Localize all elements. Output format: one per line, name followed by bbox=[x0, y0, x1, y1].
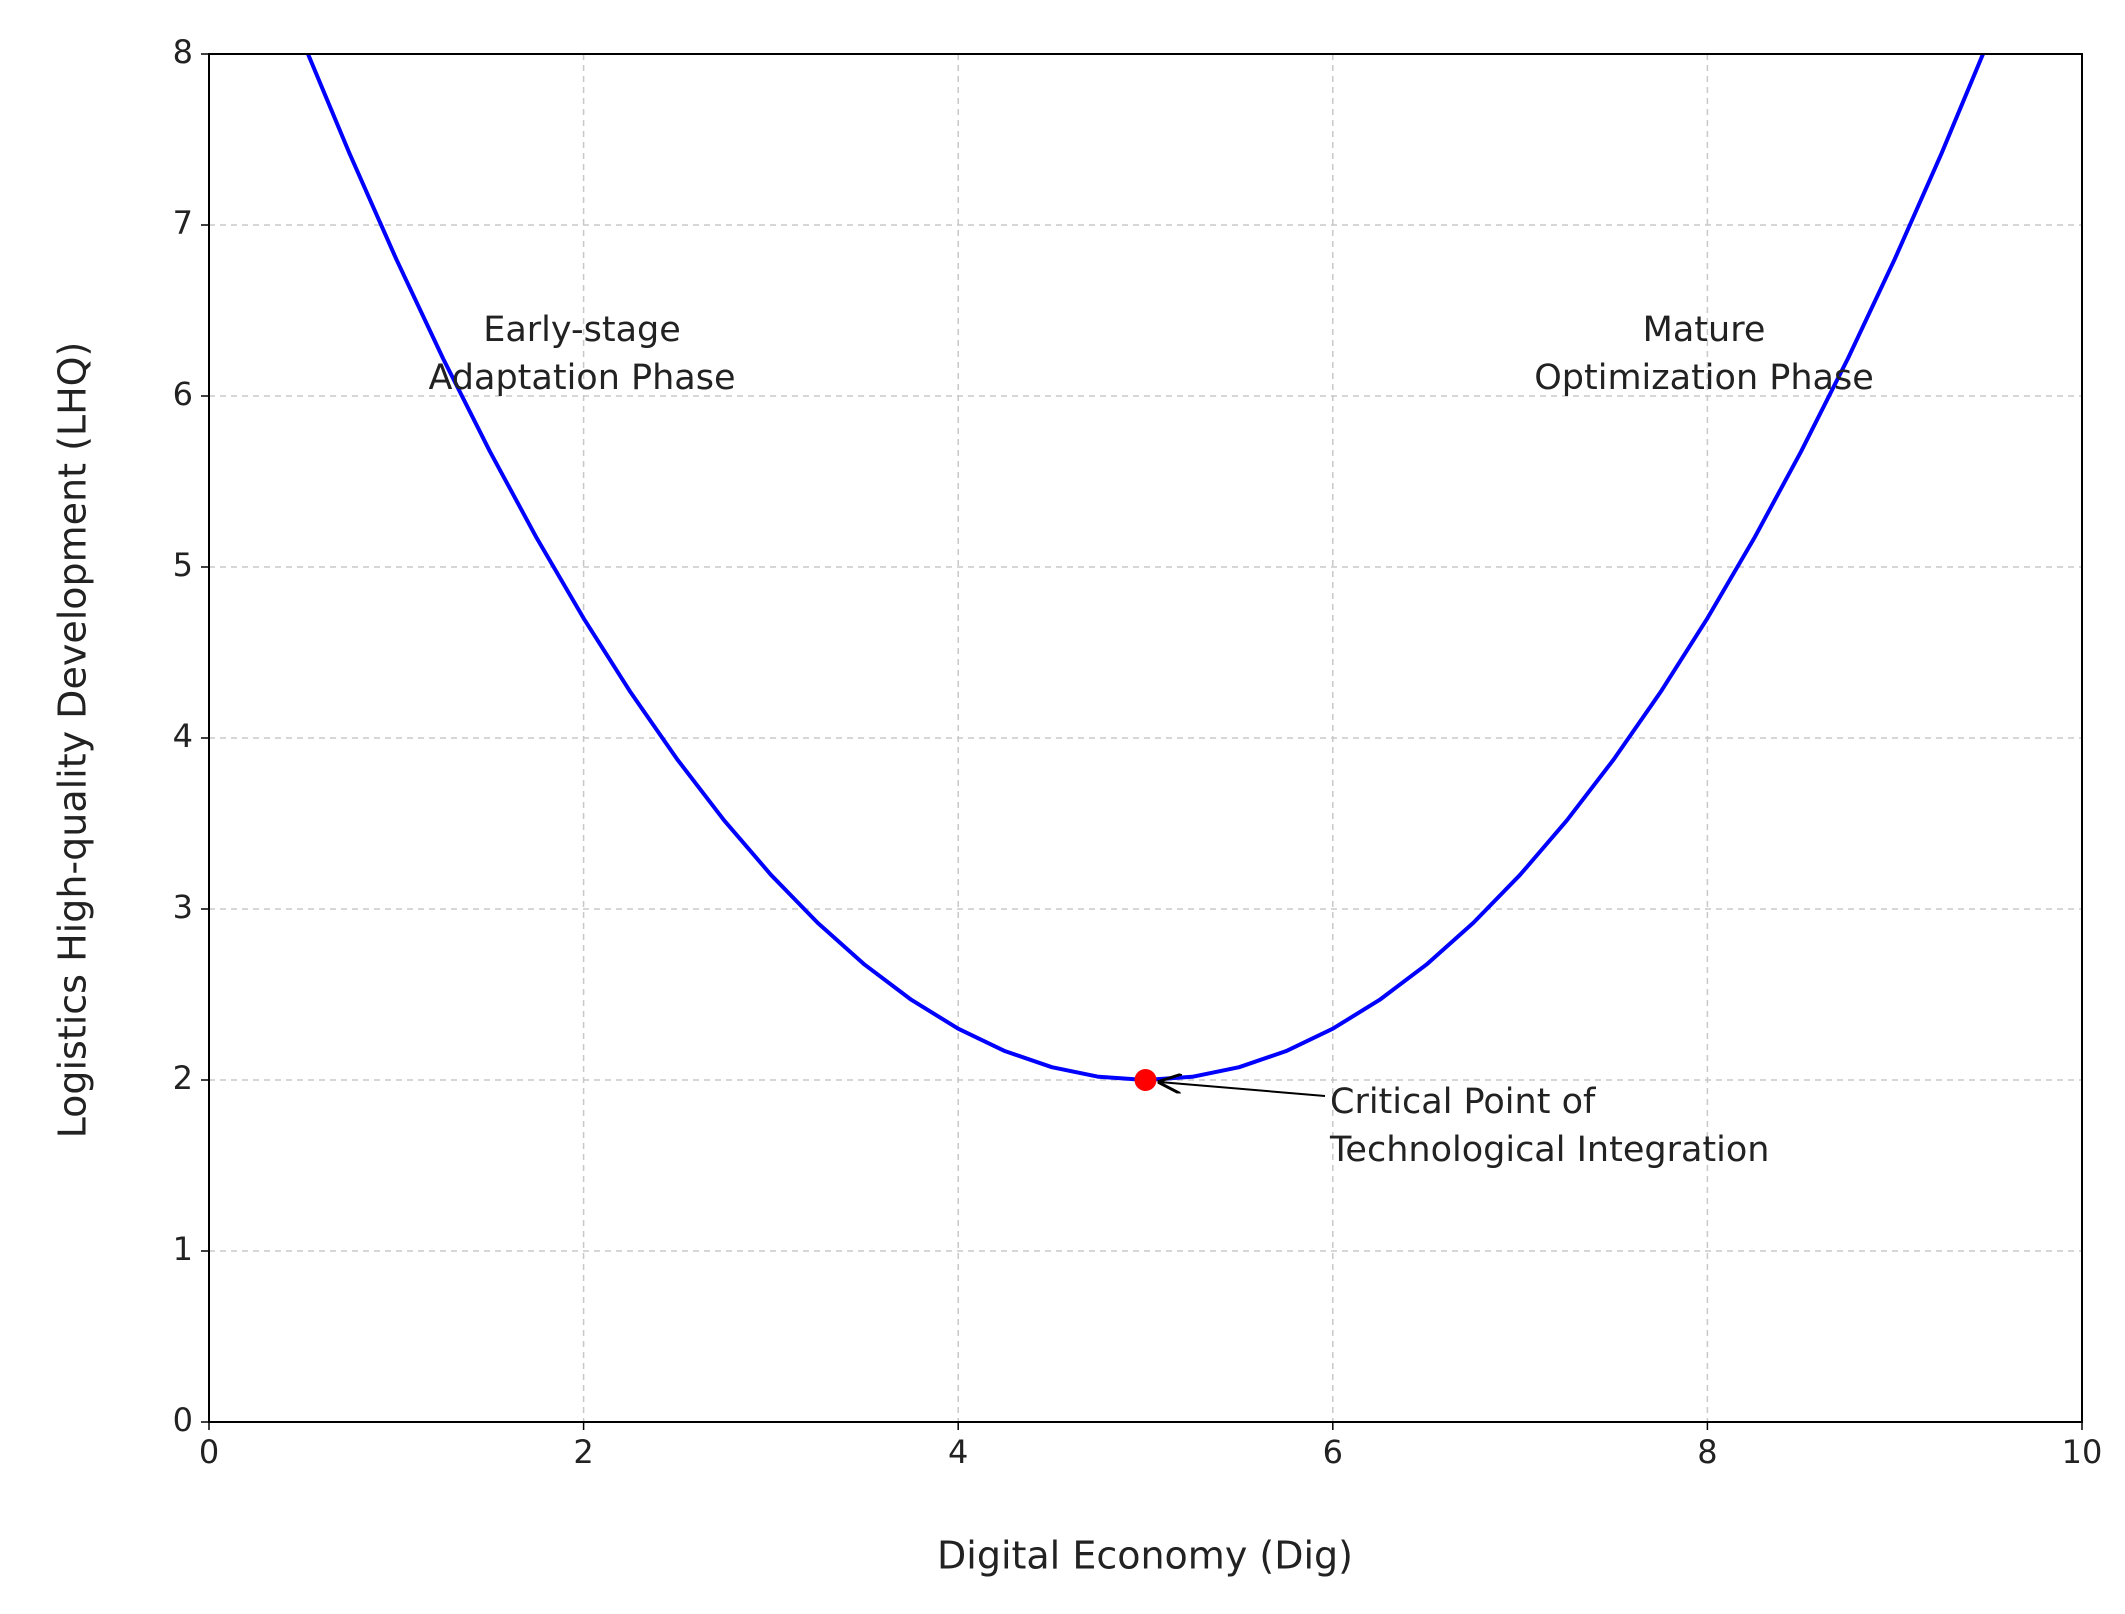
annotation-arrow bbox=[1160, 1082, 1326, 1097]
y-tick-label: 5 bbox=[173, 546, 193, 584]
x-tick-label: 10 bbox=[2062, 1433, 2103, 1471]
y-tick-label: 1 bbox=[173, 1230, 193, 1268]
y-tick-label: 6 bbox=[173, 375, 193, 413]
y-tick-label: 3 bbox=[173, 888, 193, 926]
annotation: Technological Integration bbox=[1329, 1130, 1769, 1170]
curve bbox=[305, 54, 1986, 1082]
annotation: Adaptation Phase bbox=[428, 358, 735, 398]
annotation: Early-stage bbox=[483, 310, 681, 350]
critical-point bbox=[1134, 1069, 1157, 1091]
plot-area bbox=[305, 54, 1986, 1082]
annotation: Optimization Phase bbox=[1534, 358, 1874, 398]
y-tick-label: 0 bbox=[173, 1401, 193, 1439]
x-tick-label: 0 bbox=[199, 1433, 219, 1471]
x-tick-label: 6 bbox=[1323, 1433, 1343, 1471]
y-axis-label: Logistics High-quality Development (LHQ) bbox=[51, 342, 95, 1139]
x-tick-label: 8 bbox=[1697, 1433, 1717, 1471]
x-axis-label: Digital Economy (Dig) bbox=[937, 1534, 1353, 1578]
x-tick-label: 4 bbox=[948, 1433, 968, 1471]
x-tick-label: 2 bbox=[573, 1433, 593, 1471]
annotation: Critical Point of bbox=[1330, 1082, 1596, 1122]
y-tick-label: 2 bbox=[173, 1059, 193, 1097]
y-tick-label: 7 bbox=[173, 204, 193, 242]
annotation: Mature bbox=[1643, 310, 1766, 350]
y-tick-label: 8 bbox=[173, 33, 193, 71]
y-tick-label: 4 bbox=[173, 717, 193, 755]
plot-frame bbox=[208, 53, 2083, 1423]
